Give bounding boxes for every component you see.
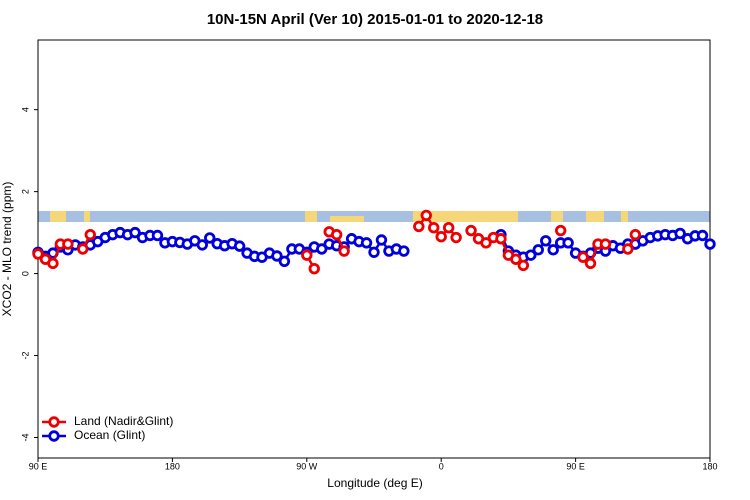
chart-title: 10N-15N April (Ver 10) 2015-01-01 to 202… <box>207 11 543 28</box>
point <box>368 246 380 258</box>
point <box>308 262 320 275</box>
point <box>622 243 634 255</box>
point <box>233 240 246 252</box>
point <box>584 257 597 270</box>
point <box>360 237 373 249</box>
point <box>532 244 544 256</box>
x-tick-label: 90 E <box>29 461 48 471</box>
y-tick-label: -2 <box>20 352 30 360</box>
y-axis-label: XCO2 - MLO trend (ppm) <box>0 182 14 317</box>
point <box>599 238 612 250</box>
point <box>62 238 74 250</box>
point <box>562 237 574 249</box>
point <box>316 243 328 255</box>
point <box>338 245 350 257</box>
point <box>413 220 425 233</box>
y-tick-label: -4 <box>20 434 30 442</box>
point <box>696 229 709 242</box>
x-tick-label: 180 <box>165 461 180 471</box>
x-tick-label: 0 <box>439 461 444 471</box>
legend-label: Ocean (Glint) <box>74 428 145 442</box>
point <box>196 239 208 251</box>
point <box>495 233 507 245</box>
point <box>704 238 716 250</box>
point <box>547 244 559 256</box>
point <box>450 231 462 244</box>
point <box>330 228 343 241</box>
point <box>629 228 642 241</box>
point <box>540 235 552 247</box>
point <box>47 257 59 270</box>
point <box>151 229 164 242</box>
y-tick-label: 2 <box>20 189 30 194</box>
legend-marker <box>48 416 60 428</box>
map-strip <box>38 211 710 222</box>
point <box>480 237 492 249</box>
point <box>32 248 44 260</box>
y-tick-label: 0 <box>20 271 30 276</box>
point <box>301 249 313 261</box>
point <box>398 245 410 257</box>
series <box>32 226 716 267</box>
point <box>517 259 530 272</box>
x-axis-label: Longitude (deg E) <box>327 476 422 490</box>
point <box>465 224 477 237</box>
point <box>554 224 567 237</box>
point <box>510 253 522 265</box>
point <box>77 243 89 255</box>
x-tick-label: 90 W <box>296 461 318 471</box>
point <box>204 232 216 244</box>
y-tick-label: 4 <box>20 107 30 112</box>
point <box>674 227 686 240</box>
x-tick-label: 90 E <box>566 461 585 471</box>
point <box>442 221 455 234</box>
point <box>129 226 141 239</box>
point <box>375 234 388 246</box>
legend-label: Land (Nadir&Glint) <box>74 414 173 428</box>
series <box>32 209 642 275</box>
point <box>271 250 283 262</box>
point <box>420 209 432 222</box>
point <box>525 249 537 261</box>
point <box>84 228 96 241</box>
point <box>577 251 589 263</box>
legend-marker <box>48 430 60 442</box>
point <box>428 221 440 234</box>
point <box>435 231 447 243</box>
point <box>278 255 291 267</box>
x-tick-label: 180 <box>702 461 717 471</box>
